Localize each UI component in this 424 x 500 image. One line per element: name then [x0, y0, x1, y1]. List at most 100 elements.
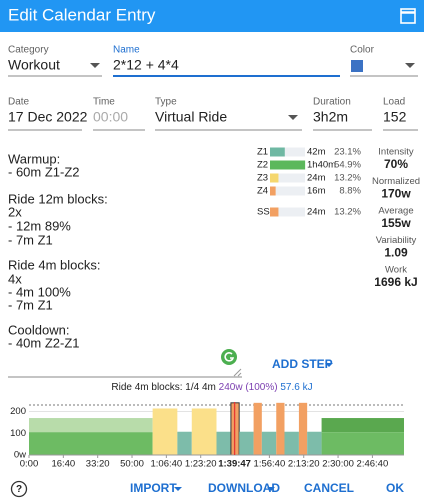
- segment[interactable]: [276, 402, 285, 455]
- stat-value: 70%: [384, 157, 408, 171]
- help-icon[interactable]: [10, 480, 28, 498]
- description-line[interactable]: 4x: [8, 271, 22, 286]
- zone-time: 24m: [307, 207, 326, 218]
- zone-name: Z2: [257, 160, 268, 171]
- field-label: Duration: [313, 97, 351, 108]
- zone-time: 42m: [307, 147, 326, 158]
- y-tick-label: 200: [10, 406, 26, 417]
- ok-button[interactable]: OK: [386, 481, 404, 495]
- segment-range[interactable]: [29, 418, 153, 433]
- y-tick-label: 0w: [14, 450, 26, 461]
- time-input[interactable]: 00:00: [93, 109, 128, 125]
- status-energy: 57.6 kJ: [280, 382, 312, 393]
- segment[interactable]: [298, 402, 308, 455]
- segment[interactable]: [321, 432, 404, 455]
- segment[interactable]: [152, 408, 178, 455]
- x-tick-label: 0:00: [20, 459, 39, 470]
- import-button[interactable]: IMPORT: [130, 481, 177, 495]
- x-tick-label: 1:56:40: [254, 459, 286, 470]
- grammar-icon[interactable]: [221, 349, 237, 365]
- stat-label: Work: [385, 265, 407, 276]
- zone-bar-bg: [270, 147, 305, 157]
- download-button[interactable]: DOWNLOAD: [208, 481, 280, 495]
- type-value[interactable]: Virtual Ride: [155, 109, 227, 125]
- dropdown-arrow[interactable]: [90, 63, 100, 68]
- segment[interactable]: [284, 431, 299, 455]
- stat-label: Variability: [376, 235, 417, 246]
- zone-percent: 13.2%: [334, 207, 361, 218]
- x-tick-label: 1:23:20: [185, 459, 217, 470]
- field-label: Time: [93, 97, 115, 108]
- zone-percent: 54.9%: [334, 160, 361, 171]
- description-line[interactable]: - 12m 89%: [8, 218, 71, 233]
- description-heading[interactable]: Ride 4m blocks:: [8, 257, 100, 272]
- help-icon-glyph[interactable]: ?: [16, 484, 22, 495]
- zone-name: Z4: [257, 186, 268, 197]
- description-heading[interactable]: Ride 12m blocks:: [8, 191, 108, 206]
- stat-value: 1.09: [384, 246, 408, 260]
- dialog-title: Edit Calendar Entry: [8, 5, 156, 24]
- zone-name: SS: [257, 207, 270, 218]
- status-power: 240w (100%): [219, 382, 278, 393]
- description-heading[interactable]: Warmup:: [8, 151, 60, 166]
- segment[interactable]: [29, 432, 153, 455]
- load-input[interactable]: 152: [383, 109, 407, 125]
- dropdown-arrow[interactable]: [174, 487, 182, 491]
- segment[interactable]: [261, 431, 277, 455]
- header-bar: [0, 0, 424, 32]
- x-tick-label: 2:30:00: [322, 459, 354, 470]
- status-step: Ride 4m blocks: 1/4 4m: [111, 382, 216, 393]
- y-tick-label: 100: [10, 428, 26, 439]
- cancel-button[interactable]: CANCEL: [304, 481, 354, 495]
- date-input[interactable]: 17 Dec 2022: [8, 109, 88, 125]
- x-tick-label: 16:40: [51, 459, 75, 470]
- stat-value: 155w: [381, 216, 411, 230]
- description-line[interactable]: 2x: [8, 204, 22, 219]
- segment[interactable]: [216, 431, 231, 455]
- x-tick-label: 33:20: [86, 459, 110, 470]
- stat-label: Average: [378, 206, 413, 217]
- add-step-button[interactable]: ADD STEP: [272, 357, 333, 371]
- description-line[interactable]: - 7m Z1: [8, 232, 53, 247]
- field-label: Load: [383, 97, 405, 108]
- field-label: Color: [350, 45, 375, 56]
- zone-bar: [270, 173, 279, 183]
- zone-percent: 23.1%: [334, 147, 361, 158]
- segment[interactable]: [253, 402, 262, 455]
- grammar-icon-glyph: [224, 352, 235, 362]
- maximize-icon[interactable]: [400, 8, 416, 24]
- duration-input[interactable]: 3h2m: [313, 109, 348, 125]
- description-line[interactable]: - 40m Z2-Z1: [8, 335, 80, 350]
- field-label: Date: [8, 97, 30, 108]
- x-tick-label: 50:00: [120, 459, 144, 470]
- dropdown-arrow[interactable]: [325, 363, 333, 367]
- description-heading[interactable]: Cooldown:: [8, 322, 69, 337]
- category-value[interactable]: Workout: [8, 57, 60, 73]
- dropdown-arrow[interactable]: [267, 487, 275, 491]
- zone-bar-bg: [270, 186, 305, 196]
- zone-bar: [270, 160, 306, 170]
- x-tick-label: 1:06:40: [151, 459, 183, 470]
- description-line[interactable]: - 4m 100%: [8, 284, 71, 299]
- zone-name: Z1: [257, 147, 268, 158]
- field-label: Name: [113, 45, 140, 56]
- zone-bar: [270, 147, 285, 157]
- segment[interactable]: [307, 431, 322, 455]
- description-line[interactable]: - 60m Z1-Z2: [8, 164, 80, 179]
- stat-label: Intensity: [378, 147, 414, 158]
- description-line[interactable]: - 7m Z1: [8, 297, 53, 312]
- segment[interactable]: [191, 408, 217, 455]
- resize-handle[interactable]: [233, 368, 242, 377]
- zone-bar: [270, 207, 279, 217]
- segment-range[interactable]: [321, 418, 404, 433]
- stat-label: Normalized: [372, 176, 420, 187]
- status-line: Ride 4m blocks: 1/4 4m 240w (100%) 57.6 …: [111, 382, 312, 393]
- segment[interactable]: [239, 431, 254, 455]
- name-input[interactable]: 2*12 + 4*4: [113, 57, 179, 73]
- zone-bar: [270, 186, 276, 196]
- dropdown-arrow[interactable]: [405, 63, 415, 68]
- stat-value: 1696 kJ: [374, 275, 417, 289]
- dropdown-arrow[interactable]: [288, 115, 298, 120]
- segment[interactable]: [177, 431, 192, 455]
- color-swatch[interactable]: [351, 60, 363, 72]
